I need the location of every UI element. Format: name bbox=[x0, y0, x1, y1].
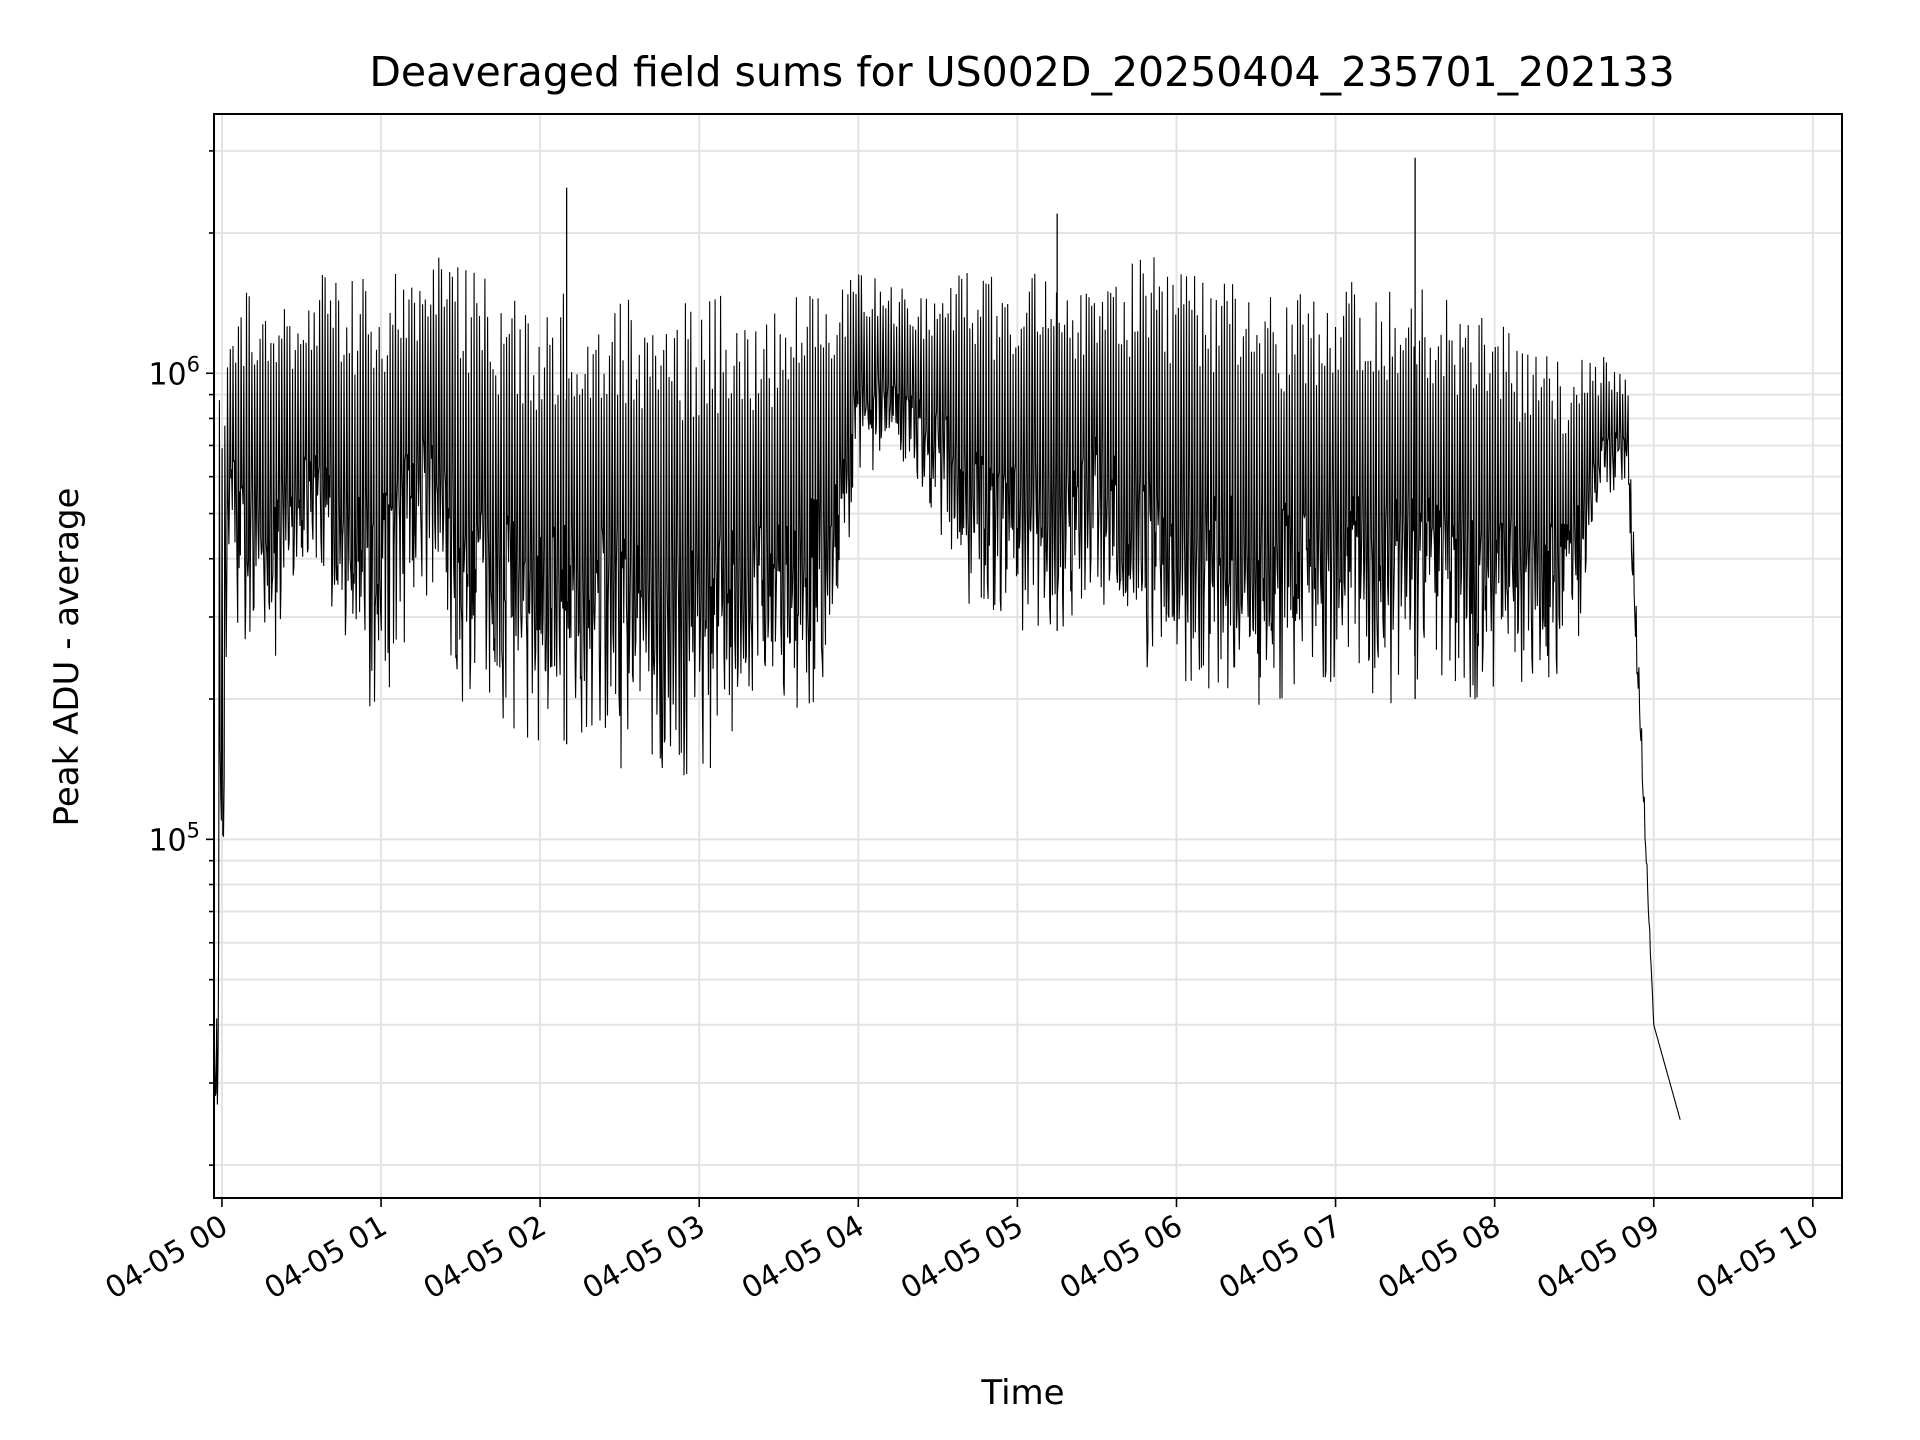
plot-frame bbox=[213, 113, 1843, 1199]
plot-area bbox=[213, 157, 1681, 1120]
x-axis-title: Time bbox=[980, 1373, 1064, 1413]
y-tick-label: 106 bbox=[148, 352, 200, 392]
series-line bbox=[213, 257, 1681, 1120]
grid bbox=[214, 114, 1842, 1198]
y-tick-label: 105 bbox=[148, 818, 200, 858]
chart-title: Deaveraged field sums for US002D_2025040… bbox=[369, 48, 1674, 96]
y-axis-title: Peak ADU - average bbox=[47, 488, 87, 827]
